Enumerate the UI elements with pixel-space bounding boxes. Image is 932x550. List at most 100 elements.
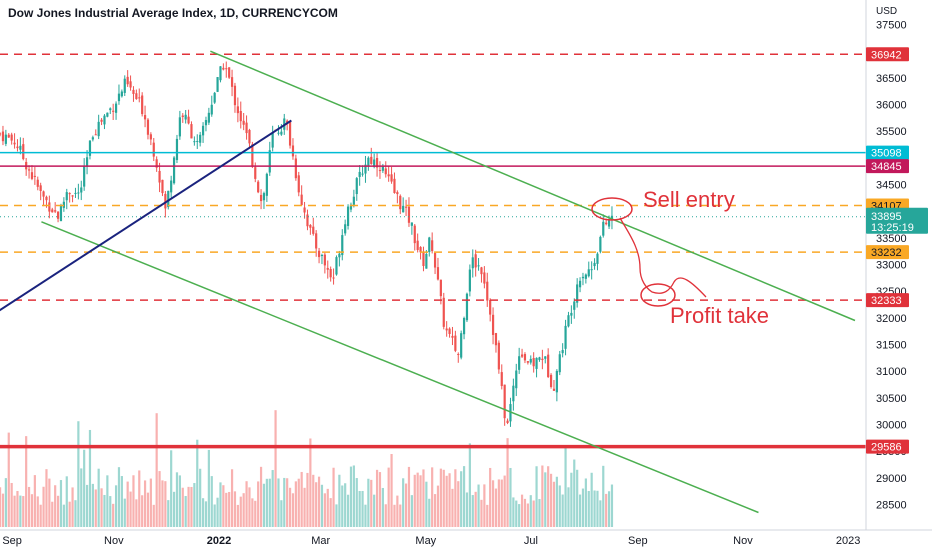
candle-body bbox=[288, 121, 292, 146]
candle-body bbox=[277, 132, 280, 134]
candle-body bbox=[529, 358, 532, 363]
candle-body bbox=[500, 372, 503, 387]
volume-bar bbox=[419, 475, 422, 527]
volume-bar bbox=[42, 486, 45, 527]
candle-body bbox=[100, 119, 103, 122]
candle-body bbox=[410, 222, 413, 226]
candle-body bbox=[518, 356, 521, 370]
volume-bar bbox=[462, 466, 466, 527]
volume-bar bbox=[10, 482, 13, 527]
candle-body bbox=[114, 103, 118, 113]
volume-bar bbox=[471, 495, 474, 527]
volume-bar bbox=[564, 445, 567, 527]
candle-body bbox=[265, 173, 268, 196]
y-tick-label: 30000 bbox=[876, 420, 907, 432]
volume-bar bbox=[448, 473, 451, 527]
y-tick-label: 34500 bbox=[876, 180, 907, 192]
candle-body bbox=[164, 193, 167, 209]
volume-bar bbox=[364, 504, 367, 527]
candle-body bbox=[126, 76, 129, 85]
volume-bar bbox=[373, 494, 376, 527]
x-tick-label: Sep bbox=[628, 535, 648, 547]
candle-body bbox=[515, 370, 518, 389]
volume-bar bbox=[100, 488, 103, 527]
volume-bar bbox=[129, 491, 132, 527]
candle-body bbox=[109, 108, 112, 111]
candle-body bbox=[468, 269, 471, 292]
candle-body bbox=[578, 280, 582, 288]
volume-bar bbox=[175, 472, 179, 527]
volume-bar bbox=[190, 486, 193, 527]
candle-body bbox=[605, 222, 608, 225]
volume-bar bbox=[141, 495, 144, 527]
volume-bar bbox=[251, 498, 254, 527]
candle-body bbox=[370, 156, 373, 164]
volume-bar bbox=[457, 481, 460, 527]
volume-bar bbox=[265, 478, 268, 527]
volume-bar bbox=[358, 491, 361, 527]
volume-bar bbox=[114, 485, 118, 527]
candle-body bbox=[549, 374, 553, 387]
volume-bar bbox=[422, 469, 425, 527]
volume-bar bbox=[178, 475, 181, 527]
volume-bar bbox=[222, 485, 225, 527]
volume-bar bbox=[465, 492, 469, 527]
volume-bar bbox=[312, 474, 315, 527]
volume-bar bbox=[280, 500, 283, 527]
volume-bar bbox=[431, 467, 434, 527]
volume-bar bbox=[541, 465, 544, 527]
candle-body bbox=[567, 315, 570, 327]
volume-bar bbox=[436, 485, 440, 527]
x-tick-label: Mar bbox=[311, 535, 330, 547]
volume-bar bbox=[65, 476, 68, 527]
candle-body bbox=[13, 142, 16, 145]
volume-bar bbox=[91, 483, 94, 527]
candle-body bbox=[309, 225, 312, 228]
volume-bar bbox=[573, 459, 576, 527]
volume-bar bbox=[491, 480, 495, 527]
candle-body bbox=[306, 214, 309, 227]
current-price-tag bbox=[866, 207, 928, 234]
candle-body bbox=[201, 125, 205, 136]
candle-body bbox=[419, 247, 422, 253]
volume-bar bbox=[152, 504, 155, 527]
volume-bar bbox=[326, 488, 329, 527]
candle-body bbox=[216, 77, 219, 92]
volume-bar bbox=[103, 494, 106, 527]
x-tick-label: Nov bbox=[104, 535, 124, 547]
candle-body bbox=[170, 180, 173, 193]
volume-bar bbox=[526, 503, 529, 527]
y-tick-label: 32000 bbox=[876, 313, 907, 325]
candle-body bbox=[210, 104, 213, 115]
price-tag-label: 36942 bbox=[871, 49, 902, 61]
volume-bar bbox=[520, 494, 524, 527]
candle-body bbox=[16, 146, 19, 149]
current-price-label: 33895 bbox=[871, 211, 902, 223]
candle-body bbox=[207, 112, 210, 123]
y-tick-label: 35500 bbox=[876, 126, 907, 138]
candle-body bbox=[59, 205, 63, 222]
candle-body bbox=[257, 181, 260, 193]
volume-bar bbox=[149, 478, 152, 527]
y-tick-label: 31000 bbox=[876, 366, 907, 378]
volume-bar bbox=[199, 468, 202, 527]
candle-body bbox=[335, 257, 338, 275]
annotation-profit-take: Profit take bbox=[670, 303, 769, 328]
candle-body bbox=[65, 192, 68, 201]
volume-bar bbox=[349, 466, 353, 527]
candle-body bbox=[460, 333, 463, 358]
candle-body bbox=[541, 358, 544, 361]
volume-bar bbox=[396, 495, 399, 527]
candle-body bbox=[399, 195, 402, 210]
candle-body bbox=[428, 237, 431, 253]
volume-bar bbox=[503, 475, 506, 527]
candle-body bbox=[378, 170, 382, 172]
candle-body bbox=[422, 251, 425, 266]
y-tick-label: 29000 bbox=[876, 473, 907, 485]
candle-body bbox=[85, 157, 89, 167]
volume-bar bbox=[213, 504, 216, 527]
volume-bar bbox=[242, 493, 245, 527]
candle-body bbox=[196, 140, 199, 142]
